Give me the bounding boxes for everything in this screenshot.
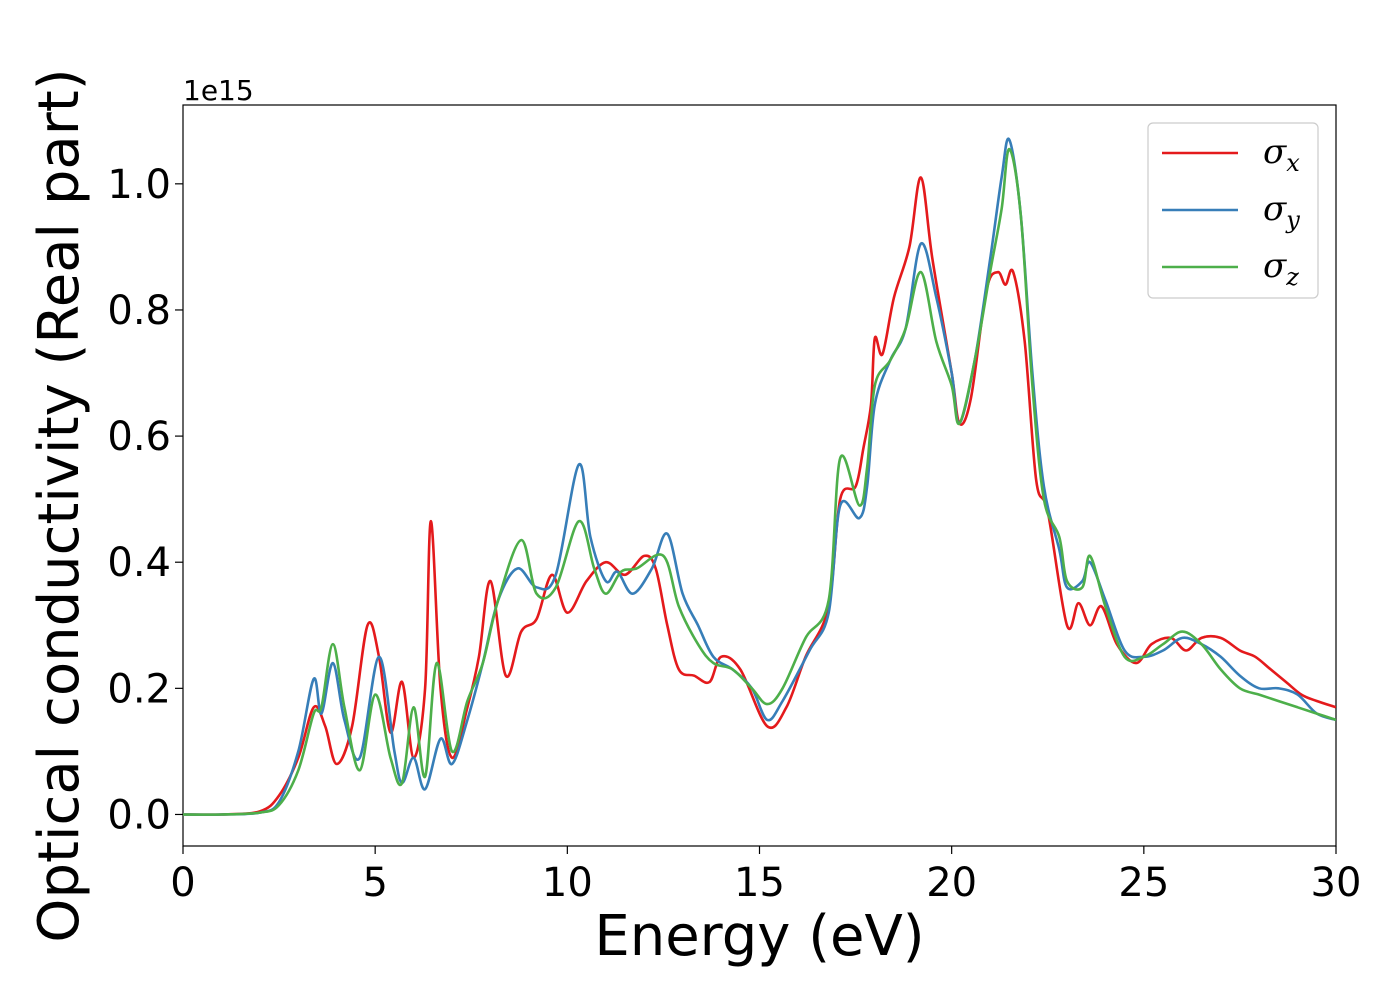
x-tick-label: 25 (1118, 860, 1169, 906)
series-layer (183, 137, 1336, 817)
legend-label: σz (1263, 246, 1299, 291)
x-axis-title: Energy (eV) (594, 904, 924, 969)
legend-item-x: σx (1162, 132, 1300, 177)
legend-label: σy (1263, 189, 1300, 234)
x-tick-label: 5 (362, 860, 387, 906)
x-tick-label: 0 (170, 860, 195, 906)
legend-label: σx (1263, 132, 1300, 177)
legend: σx σy σz (1147, 122, 1319, 299)
x-tick-label: 30 (1311, 860, 1362, 906)
y-tick-label: 0.8 (107, 288, 171, 334)
y-tick-label: 0.0 (107, 792, 171, 838)
x-tick-label: 10 (542, 860, 593, 906)
y-tick-label: 1.0 (107, 162, 171, 208)
legend-item-z: σz (1162, 246, 1299, 291)
x-tick-label: 20 (926, 860, 977, 906)
y-tick-label: 0.2 (107, 666, 171, 712)
y-axis-title: Optical conductivity (Real part) (27, 68, 92, 942)
legend-item-y: σy (1162, 189, 1300, 234)
y-offset-label: 1e15 (183, 74, 254, 107)
series-line-z (183, 147, 1336, 816)
y-tick-label: 0.6 (107, 414, 171, 460)
y-tick-label: 0.4 (107, 540, 171, 586)
x-tick-label: 15 (734, 860, 785, 906)
y-axis-ticks: 0.0 0.2 0.4 0.6 0.8 1.0 (107, 162, 183, 838)
x-axis-ticks: 0 5 10 15 20 25 30 (170, 846, 1361, 906)
